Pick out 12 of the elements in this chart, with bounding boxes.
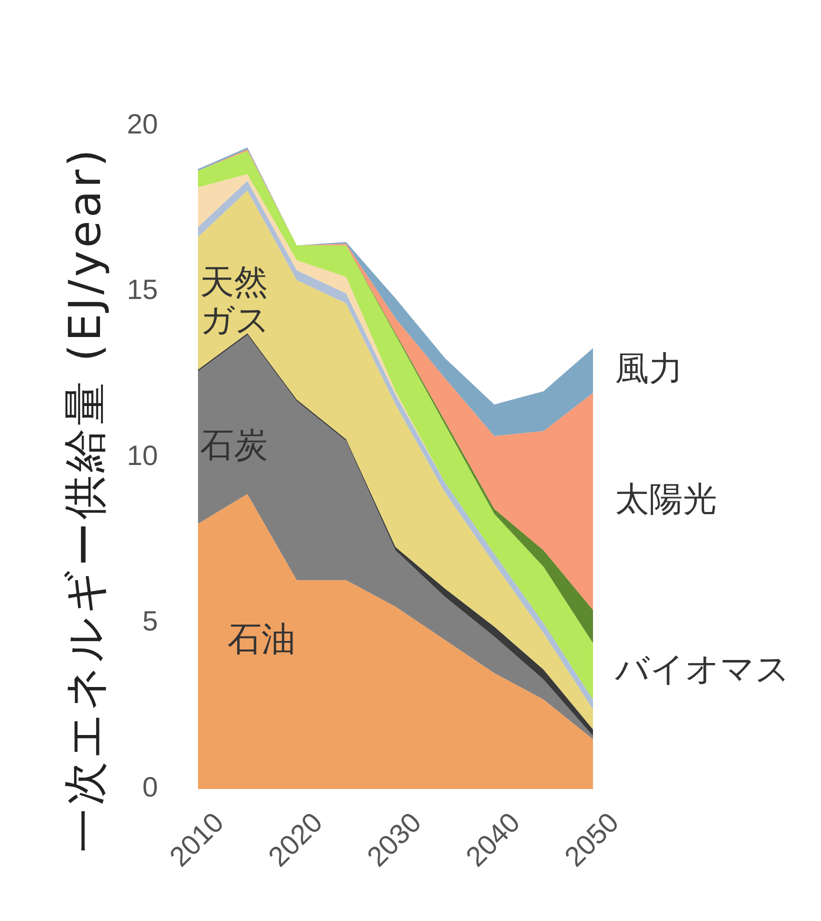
series-label: 天然ガス [200, 262, 270, 341]
series-label: バイオマス [614, 650, 790, 690]
series-label: 石炭 [200, 426, 268, 466]
series-label: 石油 [227, 620, 296, 660]
series-label: 風力 [615, 348, 683, 389]
y-tick-label: 20 [126, 108, 158, 140]
y-tick-label: 10 [126, 440, 158, 471]
series-label: 太陽光 [615, 480, 717, 520]
y-tick-label: 0 [142, 771, 158, 802]
y-tick-label: 5 [142, 606, 158, 637]
y-tick-label: 15 [126, 274, 158, 306]
y-axis-title: 一次エネルギー供給量 (EJ/year) [60, 146, 112, 853]
